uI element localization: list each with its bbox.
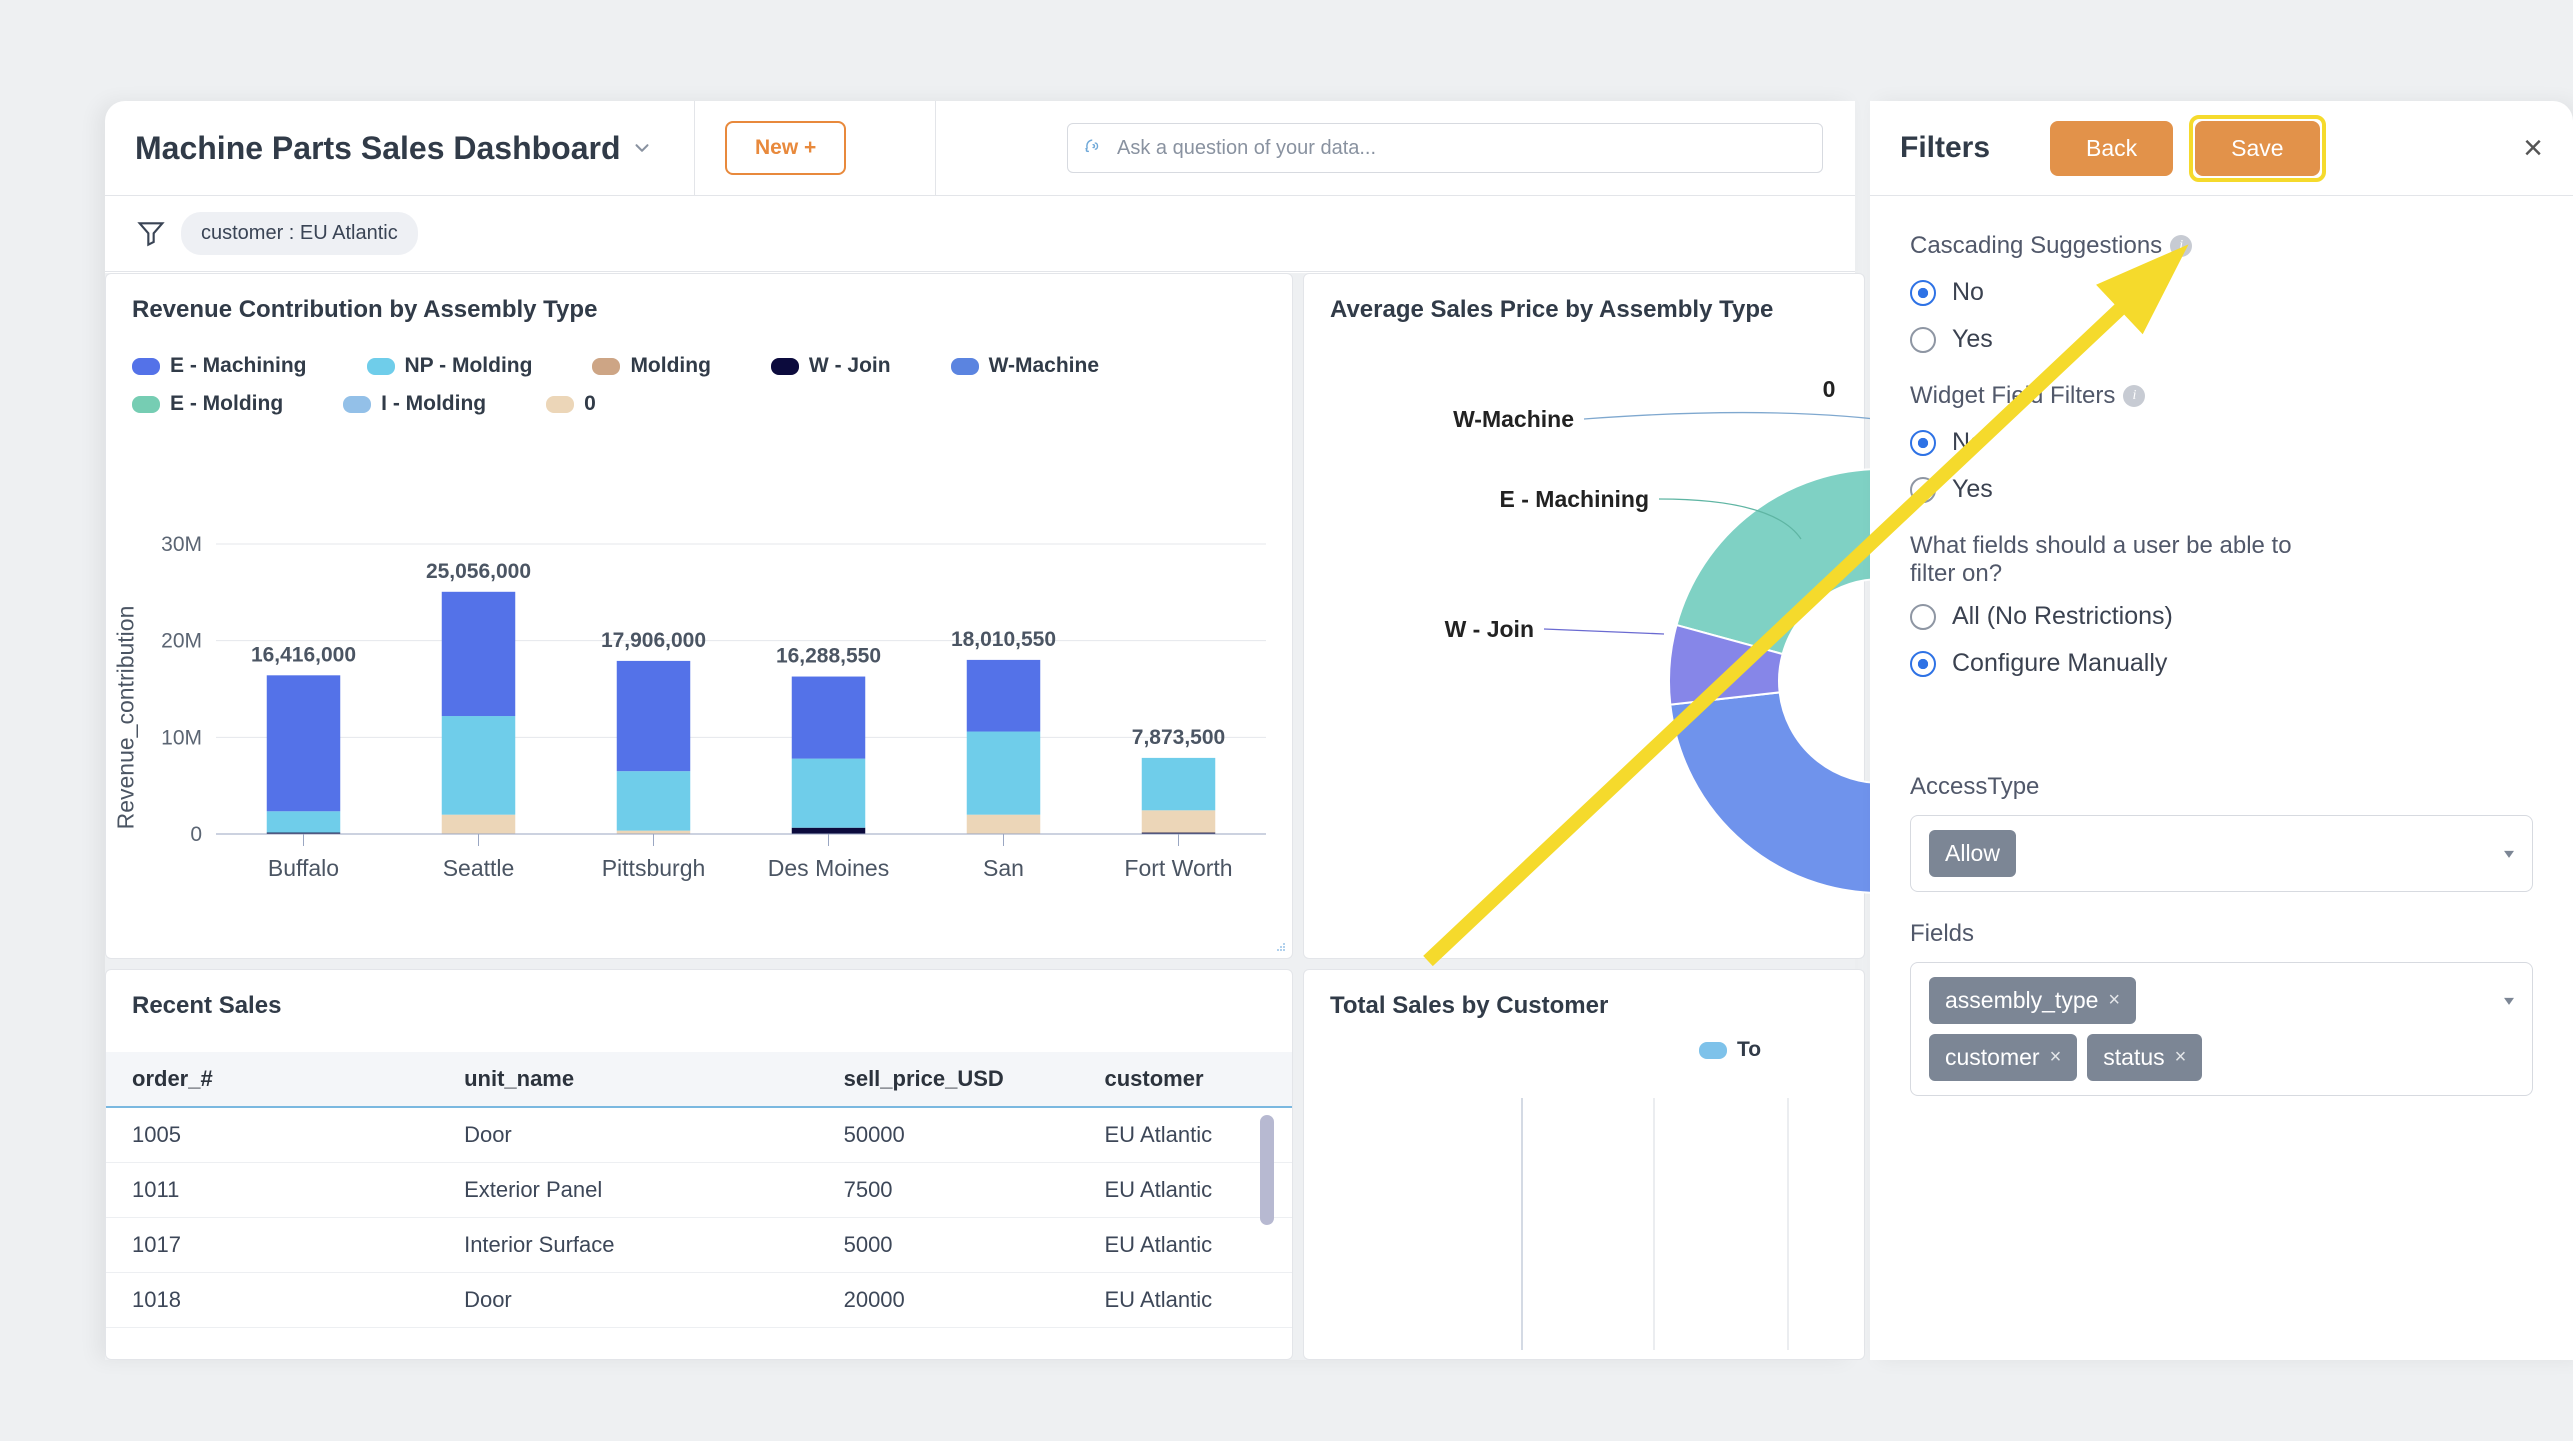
svg-text:16,416,000: 16,416,000 <box>251 643 356 666</box>
svg-text:30M: 30M <box>161 534 202 556</box>
svg-text:W-Machine: W-Machine <box>1453 406 1574 432</box>
svg-text:Francisco: Francisco <box>954 883 1054 884</box>
svg-text:0: 0 <box>190 823 202 846</box>
svg-text:16,288,550: 16,288,550 <box>776 645 881 668</box>
svg-text:San: San <box>983 855 1024 881</box>
svg-text:17,906,000: 17,906,000 <box>601 629 706 652</box>
svg-text:0: 0 <box>1823 376 1836 402</box>
svg-text:18,010,550: 18,010,550 <box>951 628 1056 651</box>
svg-text:W - Join: W - Join <box>1445 616 1534 642</box>
svg-text:Buffalo: Buffalo <box>268 855 339 881</box>
svg-text:7,873,500: 7,873,500 <box>1132 726 1225 749</box>
svg-text:25,056,000: 25,056,000 <box>426 560 531 583</box>
svg-text:Pittsburgh: Pittsburgh <box>602 855 706 881</box>
svg-text:Des Moines: Des Moines <box>768 855 889 881</box>
svg-text:Seattle: Seattle <box>443 855 515 881</box>
svg-text:Fort Worth: Fort Worth <box>1124 855 1232 881</box>
svg-text:E - Machining: E - Machining <box>1500 486 1650 512</box>
svg-text:20M: 20M <box>161 630 202 653</box>
svg-text:10M: 10M <box>161 726 202 749</box>
